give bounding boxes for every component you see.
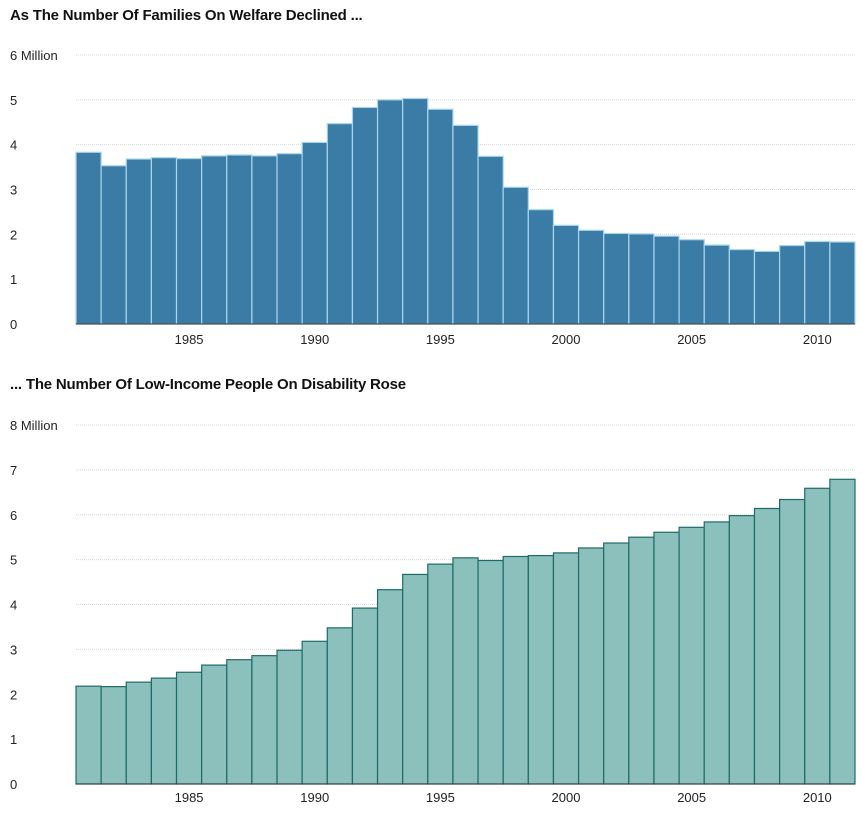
disability-bar <box>452 557 479 785</box>
disability-bar <box>427 563 454 785</box>
welfare-bar <box>527 209 555 325</box>
disability-bar <box>804 487 831 785</box>
welfare-bar <box>502 186 529 325</box>
welfare-bar <box>628 233 655 325</box>
disability-bar <box>402 573 429 785</box>
y-tick-label: 0 <box>10 777 17 792</box>
welfare-bar <box>125 158 152 325</box>
welfare-bar <box>552 224 580 325</box>
welfare-bar <box>326 122 354 325</box>
disability-bar <box>703 521 730 785</box>
disability-bar <box>779 498 806 785</box>
chart-title-welfare: As The Number Of Families On Welfare Dec… <box>10 7 363 24</box>
welfare-bar <box>376 99 404 325</box>
y-tick-label: 4 <box>10 138 17 153</box>
x-tick-label: 2005 <box>677 332 706 347</box>
x-tick-label: 2000 <box>552 332 581 347</box>
disability-bar <box>376 589 404 785</box>
y-tick-label: 1 <box>10 732 17 747</box>
chart-title-disability: ... The Number Of Low-Income People On D… <box>10 376 406 393</box>
disability-bar <box>502 555 529 785</box>
disability-bar <box>226 659 253 785</box>
welfare-bar <box>804 240 831 325</box>
welfare-bar <box>703 244 730 325</box>
welfare-bar <box>100 165 127 325</box>
y-tick-label: 3 <box>10 183 17 198</box>
y-tick-label: 5 <box>10 93 17 108</box>
x-tick-label: 1990 <box>300 790 329 805</box>
y-tick-label: 2 <box>10 227 17 242</box>
welfare-bar <box>351 106 379 325</box>
disability-bar <box>175 671 203 785</box>
welfare-bar <box>653 235 680 325</box>
welfare-bar <box>175 157 203 325</box>
welfare-bar <box>779 244 806 325</box>
x-tick-label: 2000 <box>552 790 581 805</box>
disability-bar <box>653 531 680 785</box>
disability-bar <box>728 515 756 785</box>
y-tick-label: 1 <box>10 272 17 287</box>
y-tick-label: 6 <box>10 508 17 523</box>
welfare-bar <box>577 229 605 325</box>
x-tick-label: 2005 <box>677 790 706 805</box>
disability-bar <box>251 655 278 785</box>
welfare-bar <box>753 250 781 325</box>
y-tick-label: 6 Million <box>10 48 58 63</box>
disability-bar <box>326 627 354 785</box>
welfare-bar <box>301 141 328 325</box>
disability-bar <box>603 542 630 785</box>
disability-bar <box>150 677 178 785</box>
x-tick-label: 2010 <box>803 790 832 805</box>
disability-bar <box>351 607 379 785</box>
welfare-bar <box>829 241 856 325</box>
welfare-bar <box>603 232 630 325</box>
disability-bar <box>125 681 152 785</box>
disability-bar <box>477 559 504 785</box>
welfare-bar-chart: 0 1 2 3 4 5 6 Million 1985 1990 1995 2000 2005 2010 <box>10 48 856 347</box>
x-tick-label: 1995 <box>426 790 455 805</box>
disability-bar <box>628 536 655 785</box>
y-tick-label: 3 <box>10 642 17 657</box>
disability-bar <box>100 686 127 785</box>
x-tick-label: 1990 <box>300 332 329 347</box>
disability-bar <box>829 478 856 785</box>
y-tick-label: 8 Million <box>10 418 58 433</box>
disability-bar <box>75 685 102 785</box>
y-tick-label: 7 <box>10 463 17 478</box>
y-tick-label: 2 <box>10 687 17 702</box>
disability-bar <box>201 664 228 785</box>
disability-bar <box>276 649 303 785</box>
disability-bar <box>527 554 555 785</box>
x-tick-label: 1985 <box>175 790 204 805</box>
welfare-bar <box>728 248 756 325</box>
x-tick-label: 1995 <box>426 332 455 347</box>
welfare-bar <box>427 108 454 325</box>
disability-bar <box>753 507 781 785</box>
welfare-bar <box>452 124 479 325</box>
y-tick-label: 5 <box>10 553 17 568</box>
disability-bar <box>678 526 705 785</box>
welfare-bar <box>477 155 504 325</box>
y-tick-label: 0 <box>10 317 17 332</box>
disability-bar <box>577 547 605 785</box>
disability-bar <box>552 552 580 785</box>
x-tick-label: 2010 <box>803 332 832 347</box>
welfare-bar <box>150 157 178 325</box>
welfare-bar <box>75 151 102 325</box>
disability-bar-chart: 0 1 2 3 4 5 6 7 8 Million 1985 1990 1995 2000 2005 201… <box>10 418 856 805</box>
welfare-bar <box>226 154 253 325</box>
welfare-bar <box>276 153 303 325</box>
welfare-bar <box>402 97 429 325</box>
y-tick-label: 4 <box>10 598 17 613</box>
welfare-bar <box>201 155 228 325</box>
disability-bar <box>301 640 328 785</box>
welfare-bar <box>251 155 278 325</box>
x-tick-label: 1985 <box>175 332 204 347</box>
welfare-bar <box>678 239 705 325</box>
